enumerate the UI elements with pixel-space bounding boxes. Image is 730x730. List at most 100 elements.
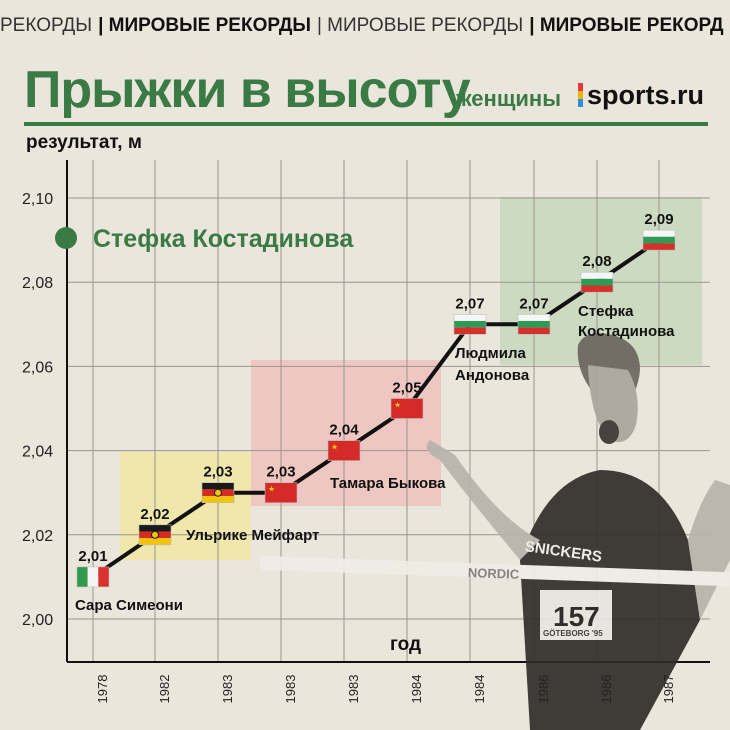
records-ticker: РЕКОРДЫ | МИРОВЫЕ РЕКОРДЫ | МИРОВЫЕ РЕКОРД…: [0, 0, 730, 52]
data-label: 2,08: [582, 253, 611, 270]
x-axis-title: год: [390, 634, 421, 655]
athlete-name: Сара Симеони: [75, 597, 183, 614]
flag-stripe: [454, 320, 486, 328]
photo-bib-city: GÖTEBORG '95: [543, 629, 603, 638]
flag-border: [580, 271, 614, 293]
photo-bib-number: 157: [553, 601, 600, 632]
x-tick-label: 1984: [409, 675, 424, 704]
data-label: 2,05: [392, 380, 421, 397]
flag-bulgaria: [453, 313, 487, 335]
data-label: 2,07: [455, 295, 484, 312]
logo-text: sports.ru: [587, 80, 705, 110]
photo-bib: [540, 590, 612, 640]
flag-stripe: [518, 320, 550, 328]
flag-hammer-sickle: ★: [331, 443, 338, 452]
flag-germany: [138, 524, 172, 546]
data-label: 2,07: [519, 295, 548, 312]
x-tick-label: 1986: [536, 675, 551, 704]
x-tick-label: 1983: [283, 675, 298, 704]
flag-stripe: [139, 538, 171, 545]
x-tick-label: 1986: [599, 675, 614, 704]
flag-ussr: ★: [390, 398, 424, 419]
flag-hammer-sickle: ★: [394, 401, 401, 410]
flag-stripe: [581, 272, 613, 279]
flag-border: [642, 229, 676, 251]
page-subtitle: женщины: [456, 86, 561, 111]
flag-ussr: ★: [327, 440, 361, 461]
sports-logo: sports.ru: [578, 80, 704, 111]
flag-field: [391, 398, 423, 419]
flag-stripe: [518, 314, 550, 321]
flag-germany: [201, 482, 235, 504]
flag-stripe: [202, 482, 234, 490]
flag-border: [390, 398, 424, 419]
flag-bulgaria: [642, 229, 676, 251]
athlete-name: Ульрике Мейфарт: [186, 527, 319, 544]
flag-field: [265, 482, 297, 503]
x-tick-label: 1983: [220, 675, 235, 704]
ticker-item: | МИРОВЫЕ РЕКОРДЫ: [316, 15, 524, 36]
flag-field: [328, 440, 360, 461]
flag-stripe: [643, 230, 675, 237]
data-label: 2,09: [644, 211, 673, 228]
flag-stripe: [454, 327, 486, 335]
flag-stripe: [581, 285, 613, 293]
y-tick-label: 2,08: [22, 275, 53, 292]
x-tick-label: 1978: [95, 675, 110, 704]
photo-left-arm: [426, 440, 540, 560]
y-axis-title: результат, м: [26, 132, 142, 153]
y-tick-label: 2,10: [22, 191, 53, 208]
flag-emblem: [214, 488, 222, 497]
flag-emblem: [151, 530, 159, 539]
x-tick-label: 1984: [472, 675, 487, 704]
x-tick-label: 1987: [661, 675, 676, 704]
athlete-name: Людмила: [455, 345, 527, 362]
flag-italy: [76, 566, 110, 588]
athlete-name: Костадинова: [578, 323, 675, 340]
flag-border: [201, 482, 235, 504]
data-label: 2,03: [266, 464, 295, 481]
y-tick-label: 2,02: [22, 528, 53, 545]
athlete-name: Тамара Быкова: [330, 475, 446, 492]
legend-marker: [55, 227, 77, 249]
flag-stripe: [643, 236, 675, 244]
photo-face: [588, 365, 638, 443]
logo-dots-icon: [578, 83, 583, 107]
data-label: 2,04: [329, 422, 359, 439]
record-line: [91, 238, 661, 579]
flag-stripe: [454, 314, 486, 321]
flag-hammer-sickle: ★: [268, 485, 275, 494]
flag-stripe: [581, 278, 613, 286]
legend-label: Стефка Костадинова: [93, 225, 354, 253]
y-tick-label: 2,00: [22, 612, 53, 629]
athlete-name: Андонова: [455, 367, 530, 384]
data-label: 2,01: [78, 548, 107, 565]
photo-bar: [259, 555, 730, 587]
page-title: Прыжки в высоту: [24, 61, 471, 119]
flag-border: [517, 313, 551, 335]
flag-stripe: [202, 496, 234, 503]
photo-bar-label: NORDIC: [468, 565, 520, 582]
flag-stripe: [77, 566, 88, 587]
flag-border: [138, 524, 172, 546]
flag-border: [76, 566, 110, 588]
data-label: 2,02: [140, 506, 169, 523]
flag-stripe: [87, 566, 99, 587]
flag-stripe: [98, 566, 109, 587]
title-rule: [24, 122, 708, 126]
flag-border: [327, 440, 361, 461]
flag-border: [264, 482, 298, 504]
x-tick-label: 1982: [157, 675, 172, 704]
flag-stripe: [139, 524, 171, 532]
ticker-item: РЕКОРДЫ: [0, 15, 93, 36]
flag-stripe: [518, 327, 550, 335]
flag-bulgaria: [580, 271, 614, 293]
athlete-name: Стефка: [578, 303, 634, 320]
y-tick-label: 2,06: [22, 359, 53, 376]
x-tick-label: 1983: [346, 675, 361, 704]
flag-stripe: [643, 243, 675, 251]
data-label: 2,03: [203, 464, 232, 481]
